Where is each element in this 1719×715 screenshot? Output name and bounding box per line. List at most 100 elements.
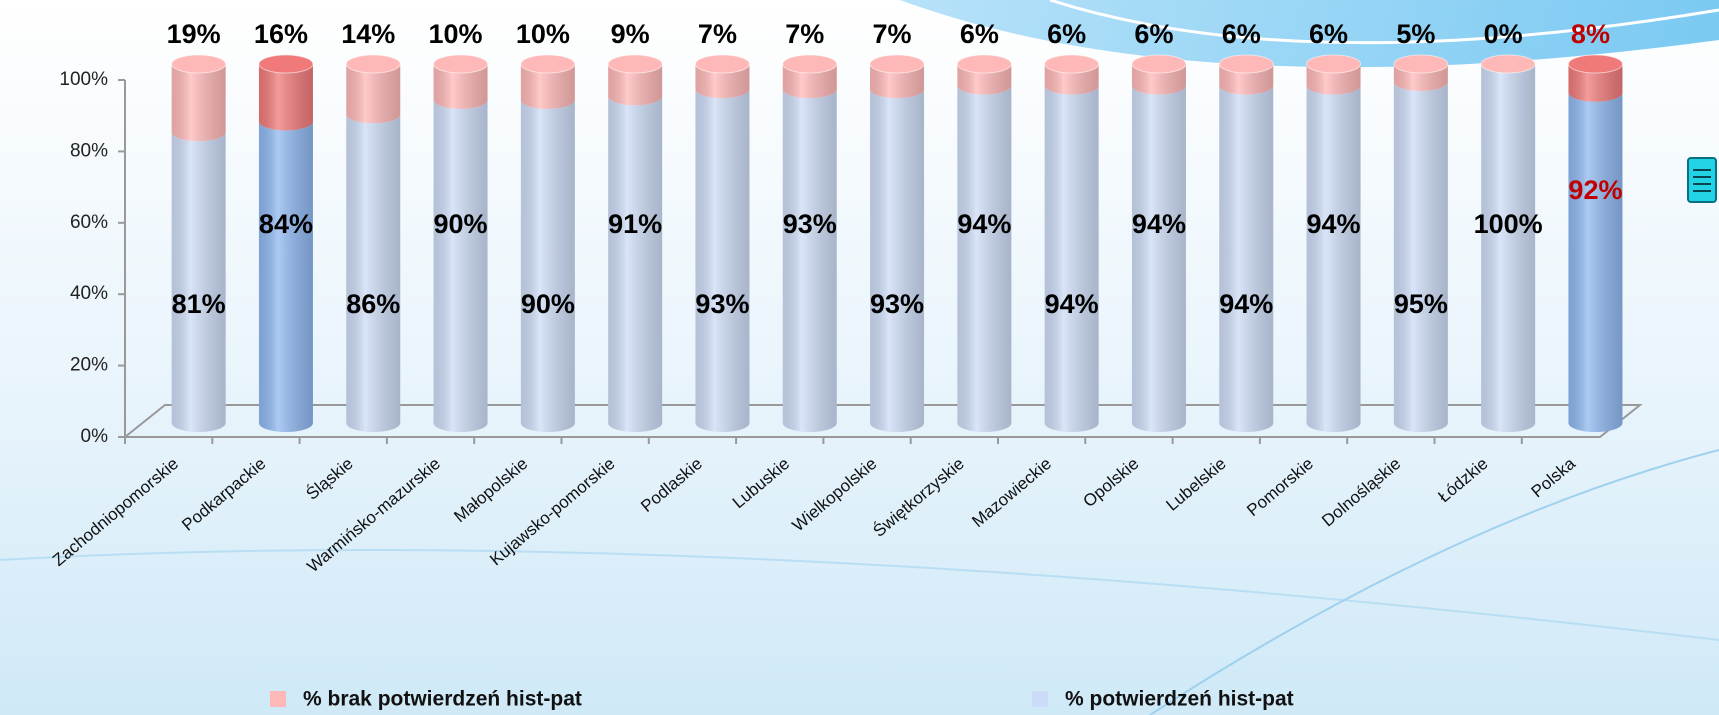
decor-swoosh <box>1049 0 1719 45</box>
value-label: 7% <box>873 19 912 49</box>
cylinder-shade <box>608 96 663 432</box>
cylinder-segment <box>608 96 663 432</box>
cylinder-segment <box>957 85 1012 432</box>
legend-label: % brak potwierdzeń hist-pat <box>303 688 582 711</box>
cylinder-cap <box>433 54 489 74</box>
value-label: 93% <box>695 289 749 319</box>
cylinder-segment <box>694 54 750 99</box>
y-tick-label: 40% <box>70 283 108 304</box>
cylinder-cap <box>869 54 925 74</box>
value-label: 6% <box>1047 19 1086 49</box>
cylinder-segment <box>1567 54 1623 102</box>
value-label: 81% <box>172 289 226 319</box>
menu-icon[interactable] <box>1687 157 1717 203</box>
value-label: 8% <box>1571 19 1610 49</box>
cylinder-shade <box>782 64 837 99</box>
cylinder-cap <box>520 54 576 74</box>
cylinder-shade <box>957 64 1012 95</box>
cylinder-shade <box>695 64 750 99</box>
value-label: 94% <box>1219 289 1273 319</box>
cylinder-segment <box>1131 85 1186 432</box>
cylinder-segment <box>346 114 401 432</box>
cylinder-segment <box>1568 92 1623 432</box>
cylinder-shade <box>520 99 575 433</box>
value-label: 93% <box>783 209 837 239</box>
cylinder-shade <box>1306 85 1361 432</box>
value-label: 100% <box>1474 209 1543 239</box>
cylinder-cap <box>956 54 1012 74</box>
value-label: 94% <box>957 209 1011 239</box>
cylinder-shade <box>171 132 226 432</box>
cylinder-segment <box>782 54 838 99</box>
value-label: 86% <box>346 289 400 319</box>
cylinder-cap <box>1131 54 1187 74</box>
cylinder-shade <box>1131 85 1186 432</box>
y-tick-label: 20% <box>70 355 108 376</box>
cylinder-shade <box>1568 64 1623 102</box>
cylinder-shade <box>957 85 1012 432</box>
legend-swatch <box>1032 691 1048 707</box>
y-tick-label: 100% <box>59 69 108 90</box>
legend-label: % potwierdzeń hist-pat <box>1065 688 1294 711</box>
cylinder-segment <box>258 54 314 131</box>
cylinder-segment <box>695 89 750 432</box>
cylinder-cap <box>1567 54 1623 74</box>
value-label: 91% <box>608 209 662 239</box>
cylinder-shade <box>1219 64 1274 95</box>
legend: % brak potwierdzeń hist-pat % potwierdzeń… <box>270 688 1294 711</box>
cylinder-cap <box>1306 54 1362 74</box>
cylinder-shade <box>171 64 226 142</box>
cylinder-shade <box>608 64 663 106</box>
cylinder-segment <box>1219 85 1274 432</box>
cylinder-segment <box>782 89 837 432</box>
value-label: 7% <box>698 19 737 49</box>
cylinder-segment <box>1393 81 1448 432</box>
value-label: 84% <box>259 209 313 239</box>
cylinder-segment <box>258 121 313 432</box>
value-label: 6% <box>1134 19 1173 49</box>
cylinder-segment <box>1480 54 1536 74</box>
cylinder-shade <box>258 64 313 131</box>
cylinder-cap <box>1393 54 1449 74</box>
cylinder-cap <box>171 54 227 74</box>
cylinder-segment <box>1044 85 1099 432</box>
value-label: 93% <box>870 289 924 319</box>
cylinder-segment <box>520 99 575 433</box>
value-label: 6% <box>1222 19 1261 49</box>
value-label: 5% <box>1396 19 1435 49</box>
decor-swoosh <box>0 549 1719 641</box>
cylinder-segment <box>1481 64 1536 432</box>
menu-icon-lines <box>1693 169 1711 192</box>
cylinder-shade <box>1481 64 1536 432</box>
cylinder-segment <box>171 132 226 432</box>
cylinder-cap <box>1480 54 1536 74</box>
cylinder-segment <box>869 54 925 99</box>
value-label: 10% <box>516 19 570 49</box>
cylinder-cap <box>345 54 401 74</box>
cylinder-shade <box>1044 64 1099 95</box>
cylinder-shade <box>433 64 488 109</box>
cylinder-shade <box>1131 64 1186 95</box>
value-label: 94% <box>1045 289 1099 319</box>
cylinder-segment <box>433 99 488 433</box>
decor-swoosh <box>900 0 1719 68</box>
cylinder-segment <box>1306 85 1361 432</box>
value-label: 0% <box>1484 19 1523 49</box>
cylinder-segment <box>607 54 663 106</box>
cylinder-cap <box>607 54 663 74</box>
cylinder-segment <box>1044 54 1100 95</box>
cylinder-segment <box>870 89 925 432</box>
value-label: 90% <box>434 209 488 239</box>
cylinder-shade <box>433 99 488 433</box>
cylinder-cap <box>782 54 838 74</box>
cylinder-segment <box>520 54 576 109</box>
cylinder-shade <box>1306 64 1361 95</box>
cylinder-segment <box>1393 54 1449 91</box>
cylinder-segment <box>1306 54 1362 95</box>
value-label: 9% <box>611 19 650 49</box>
cylinder-cap <box>694 54 750 74</box>
value-label: 94% <box>1307 209 1361 239</box>
value-label: 90% <box>521 289 575 319</box>
